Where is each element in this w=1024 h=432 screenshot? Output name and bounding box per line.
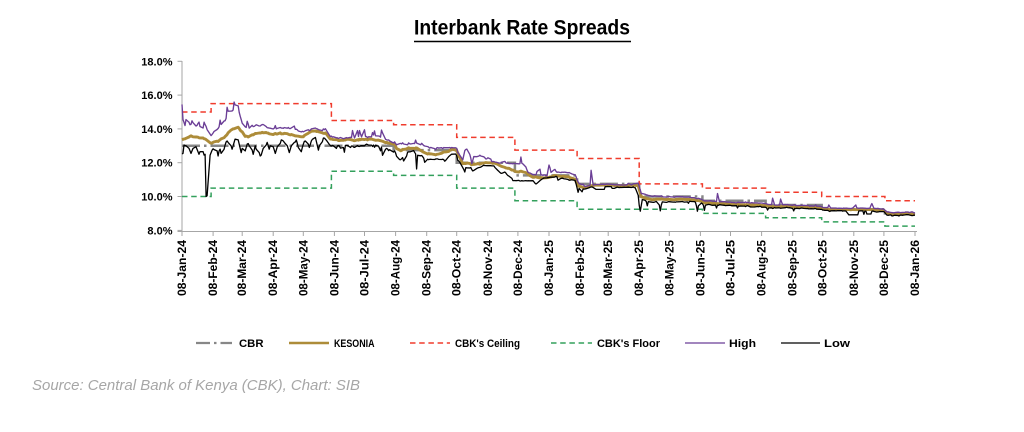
svg-text:08-Jun-24: 08-Jun-24 — [328, 239, 341, 296]
svg-text:KESONIA: KESONIA — [334, 338, 375, 350]
svg-text:14.0%: 14.0% — [141, 124, 172, 136]
svg-text:08-Oct-24: 08-Oct-24 — [451, 239, 464, 296]
svg-text:08-Aug-25: 08-Aug-25 — [756, 239, 769, 296]
svg-text:08-Feb-24: 08-Feb-24 — [207, 239, 220, 296]
svg-text:08-Jan-26: 08-Jan-26 — [909, 239, 922, 296]
svg-text:08-Nov-25: 08-Nov-25 — [848, 239, 861, 296]
svg-text:08-May-24: 08-May-24 — [297, 239, 310, 296]
svg-text:08-Sep-24: 08-Sep-24 — [421, 239, 434, 296]
svg-text:08-Mar-24: 08-Mar-24 — [236, 239, 249, 296]
svg-text:08-Jan-25: 08-Jan-25 — [543, 239, 556, 296]
svg-text:08-Apr-24: 08-Apr-24 — [267, 239, 280, 296]
svg-text:10.0%: 10.0% — [141, 192, 172, 204]
svg-text:08-May-25: 08-May-25 — [663, 239, 676, 296]
svg-text:High: High — [729, 338, 756, 350]
svg-text:CBR: CBR — [239, 338, 264, 350]
svg-text:18.0%: 18.0% — [141, 56, 172, 68]
svg-text:Low: Low — [824, 338, 851, 350]
svg-text:8.0%: 8.0% — [147, 225, 172, 237]
svg-text:08-Dec-24: 08-Dec-24 — [512, 239, 525, 296]
svg-text:08-Feb-25: 08-Feb-25 — [574, 239, 587, 296]
svg-text:08-Apr-25: 08-Apr-25 — [633, 239, 646, 296]
svg-text:CBK's Ceiling: CBK's Ceiling — [455, 338, 520, 350]
svg-text:08-Jul-24: 08-Jul-24 — [359, 239, 372, 296]
svg-text:08-Dec-25: 08-Dec-25 — [878, 239, 891, 296]
svg-text:08-Aug-24: 08-Aug-24 — [390, 239, 403, 296]
svg-text:Source: Central Bank of Kenya: Source: Central Bank of Kenya (CBK), Cha… — [32, 378, 360, 394]
svg-text:08-Oct-25: 08-Oct-25 — [817, 239, 830, 296]
svg-text:08-Sep-25: 08-Sep-25 — [787, 239, 800, 296]
svg-text:16.0%: 16.0% — [141, 90, 172, 102]
svg-text:CBK's Floor: CBK's Floor — [597, 338, 661, 350]
svg-text:08-Jun-25: 08-Jun-25 — [694, 239, 707, 296]
svg-text:12.0%: 12.0% — [141, 158, 172, 170]
svg-text:Interbank Rate Spreads: Interbank Rate Spreads — [414, 17, 630, 40]
svg-text:08-Jul-25: 08-Jul-25 — [725, 239, 738, 296]
svg-text:08-Mar-25: 08-Mar-25 — [602, 239, 615, 296]
svg-text:08-Nov-24: 08-Nov-24 — [482, 239, 495, 296]
svg-text:08-Jan-24: 08-Jan-24 — [176, 239, 189, 296]
